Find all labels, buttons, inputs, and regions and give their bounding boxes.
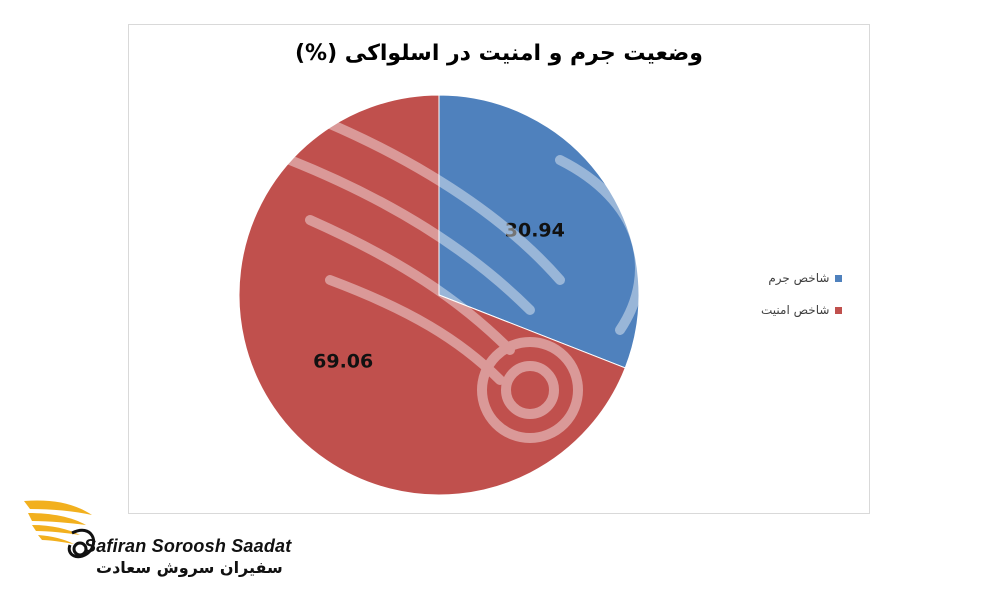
chart-legend: شاخص جرم شاخص امنیت <box>761 271 843 335</box>
legend-label-crime: شاخص جرم <box>768 271 830 285</box>
pie-slice-1 <box>238 94 626 496</box>
legend-swatch-crime <box>835 274 843 282</box>
chart-title: وضعیت جرم و امنیت در اسلواکی (%) <box>295 41 703 66</box>
pie-data-label-1: 69.06 <box>313 350 373 372</box>
chart-frame: وضعیت جرم و امنیت در اسلواکی (%) 30.94 69… <box>128 24 870 514</box>
legend-item-safety: شاخص امنیت <box>761 303 843 317</box>
brand-name-fa: سفیران سروش سعادت <box>96 558 283 577</box>
brand-name-en: Safiran Soroosh Saadat <box>84 536 292 556</box>
pie-slice-0 <box>438 94 640 369</box>
legend-label-safety: شاخص امنیت <box>761 303 830 317</box>
legend-item-crime: شاخص جرم <box>761 271 843 285</box>
legend-swatch-safety <box>835 306 843 314</box>
brand-logo-icon <box>24 500 95 559</box>
pie-data-label-0: 30.94 <box>505 220 565 242</box>
pie-chart: 30.94 69.06 <box>238 94 640 496</box>
